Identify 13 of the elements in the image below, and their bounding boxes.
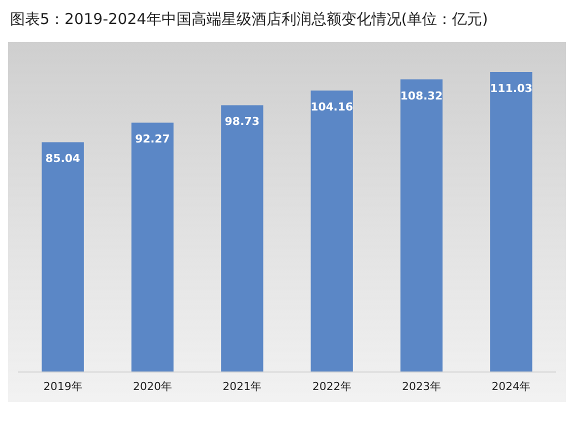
x-tick-label: 2020年: [133, 380, 172, 393]
data-label: 98.73: [224, 115, 260, 128]
data-label: 104.16: [310, 100, 354, 114]
data-label: 108.32: [400, 89, 443, 102]
chart-title: 图表5：2019-2024年中国高端星级酒店利润总额变化情况(单位：亿元): [10, 10, 488, 28]
x-tick-label: 2019年: [43, 380, 82, 393]
x-tick-label: 2023年: [402, 380, 441, 393]
x-tick-label: 2022年: [312, 380, 352, 393]
x-tick-label: 2021年: [222, 380, 262, 393]
x-tick-label: 2024年: [492, 380, 531, 393]
data-label: 111.03: [490, 82, 532, 95]
data-label: 85.04: [45, 152, 81, 166]
data-label: 92.27: [135, 132, 170, 146]
